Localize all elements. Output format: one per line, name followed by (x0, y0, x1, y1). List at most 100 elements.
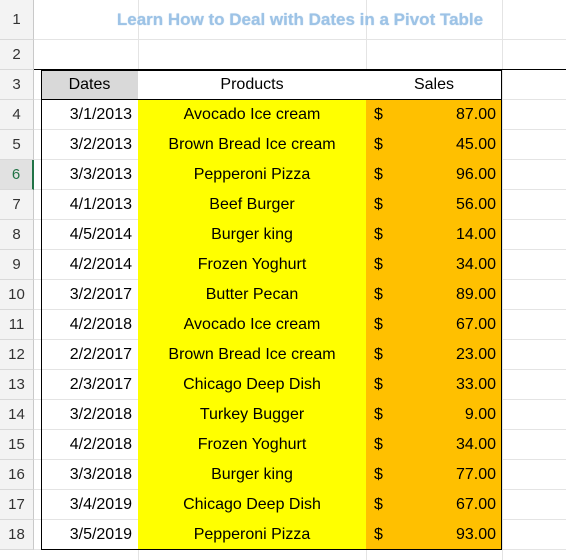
date-cell[interactable]: 4/1/2013 (69, 196, 132, 213)
header-sales[interactable]: Sales (366, 70, 502, 100)
sales-value: 89.00 (455, 286, 496, 303)
row-header-10[interactable]: 10 (0, 280, 34, 310)
row-header-6[interactable]: 6 (0, 160, 34, 190)
sales-value: 33.00 (455, 376, 496, 393)
date-cell[interactable]: 3/5/2019 (69, 526, 132, 543)
row-header-7[interactable]: 7 (0, 190, 34, 220)
row-header-5[interactable]: 5 (0, 130, 34, 160)
sales-value: 9.00 (464, 406, 496, 423)
sales-cell[interactable]: $89.00 (366, 280, 502, 310)
row-header-17[interactable]: 17 (0, 490, 34, 520)
sales-cell[interactable]: $33.00 (366, 370, 502, 400)
currency-symbol: $ (374, 316, 383, 333)
sales-cell[interactable]: $87.00 (366, 100, 502, 130)
row-header-1[interactable]: 1 (0, 0, 34, 40)
product-cell[interactable]: Chicago Deep Dish (138, 490, 366, 520)
sales-cell[interactable]: $93.00 (366, 520, 502, 550)
date-cell[interactable]: 3/1/2013 (69, 106, 132, 123)
currency-symbol: $ (374, 496, 383, 513)
row-header-15[interactable]: 15 (0, 430, 34, 460)
sales-value: 67.00 (455, 496, 496, 513)
header-products[interactable]: Products (138, 70, 366, 100)
row-header-12[interactable]: 12 (0, 340, 34, 370)
header-dates[interactable]: Dates (41, 70, 138, 100)
product-cell[interactable]: Brown Bread Ice cream (138, 130, 366, 160)
currency-symbol: $ (374, 196, 383, 213)
product-cell[interactable]: Chicago Deep Dish (138, 370, 366, 400)
currency-symbol: $ (374, 166, 383, 183)
sales-value: 77.00 (455, 466, 496, 483)
product-cell[interactable]: Burger king (138, 460, 366, 490)
sales-cell[interactable]: $14.00 (366, 220, 502, 250)
sales-cell[interactable]: $23.00 (366, 340, 502, 370)
row-header-11[interactable]: 11 (0, 310, 34, 340)
sales-value: 96.00 (455, 166, 496, 183)
product-cell[interactable]: Brown Bread Ice cream (138, 340, 366, 370)
date-cell[interactable]: 2/3/2017 (69, 376, 132, 393)
sales-value: 14.00 (455, 226, 496, 243)
sheet-title[interactable]: Learn How to Deal with Dates in a Pivot … (116, 10, 484, 29)
currency-symbol: $ (374, 226, 383, 243)
sales-value: 56.00 (455, 196, 496, 213)
product-cell[interactable]: Avocado Ice cream (138, 100, 366, 130)
date-cell[interactable]: 3/4/2019 (69, 496, 132, 513)
currency-symbol: $ (374, 406, 383, 423)
date-cell[interactable]: 4/2/2018 (69, 436, 132, 453)
sales-cell[interactable]: $34.00 (366, 430, 502, 460)
sales-value: 34.00 (455, 436, 496, 453)
currency-symbol: $ (374, 346, 383, 363)
date-cell[interactable]: 3/2/2018 (69, 406, 132, 423)
sales-value: 67.00 (455, 316, 496, 333)
sales-value: 23.00 (455, 346, 496, 363)
date-cell[interactable]: 3/3/2018 (69, 466, 132, 483)
product-cell[interactable]: Turkey Bugger (138, 400, 366, 430)
sales-value: 87.00 (455, 106, 496, 123)
currency-symbol: $ (374, 256, 383, 273)
row-header-8[interactable]: 8 (0, 220, 34, 250)
row-header-2[interactable]: 2 (0, 40, 34, 70)
product-cell[interactable]: Pepperoni Pizza (138, 160, 366, 190)
sales-cell[interactable]: $96.00 (366, 160, 502, 190)
row-header-9[interactable]: 9 (0, 250, 34, 280)
sales-cell[interactable]: $67.00 (366, 490, 502, 520)
date-cell[interactable]: 4/2/2018 (69, 316, 132, 333)
sales-cell[interactable]: $9.00 (366, 400, 502, 430)
product-cell[interactable]: Butter Pecan (138, 280, 366, 310)
sales-value: 93.00 (455, 526, 496, 543)
sales-cell[interactable]: $45.00 (366, 130, 502, 160)
currency-symbol: $ (374, 466, 383, 483)
date-cell[interactable]: 4/5/2014 (69, 226, 132, 243)
row-header-3[interactable]: 3 (0, 70, 34, 100)
sales-cell[interactable]: $56.00 (366, 190, 502, 220)
product-cell[interactable]: Frozen Yoghurt (138, 430, 366, 460)
header-underline (41, 99, 502, 100)
product-cell[interactable]: Frozen Yoghurt (138, 250, 366, 280)
row-header-18[interactable]: 18 (0, 520, 34, 550)
currency-symbol: $ (374, 376, 383, 393)
row-header-16[interactable]: 16 (0, 460, 34, 490)
date-cell[interactable]: 2/2/2017 (69, 346, 132, 363)
product-cell[interactable]: Avocado Ice cream (138, 310, 366, 340)
currency-symbol: $ (374, 526, 383, 543)
currency-symbol: $ (374, 136, 383, 153)
currency-symbol: $ (374, 436, 383, 453)
row-header-14[interactable]: 14 (0, 400, 34, 430)
column-gridline (502, 0, 503, 560)
sales-cell[interactable]: $34.00 (366, 250, 502, 280)
date-cell[interactable]: 3/2/2017 (69, 286, 132, 303)
date-cell[interactable]: 4/2/2014 (69, 256, 132, 273)
row-header-4[interactable]: 4 (0, 100, 34, 130)
row2-bottom-border (34, 69, 566, 70)
currency-symbol: $ (374, 286, 383, 303)
date-cell[interactable]: 3/3/2013 (69, 166, 132, 183)
sales-value: 34.00 (455, 256, 496, 273)
product-cell[interactable]: Burger king (138, 220, 366, 250)
sales-cell[interactable]: $77.00 (366, 460, 502, 490)
row-header-13[interactable]: 13 (0, 370, 34, 400)
product-cell[interactable]: Pepperoni Pizza (138, 520, 366, 550)
date-cell[interactable]: 3/2/2013 (69, 136, 132, 153)
product-cell[interactable]: Beef Burger (138, 190, 366, 220)
currency-symbol: $ (374, 106, 383, 123)
sales-cell[interactable]: $67.00 (366, 310, 502, 340)
